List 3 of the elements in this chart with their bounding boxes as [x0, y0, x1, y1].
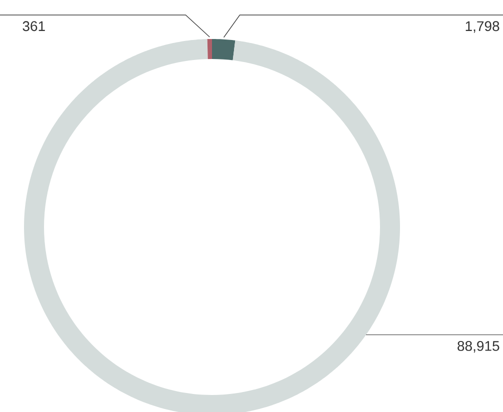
data-label: 88,915 — [458, 341, 500, 353]
data-label: 1,798 — [466, 21, 500, 33]
data-label: 361 — [22, 21, 45, 32]
